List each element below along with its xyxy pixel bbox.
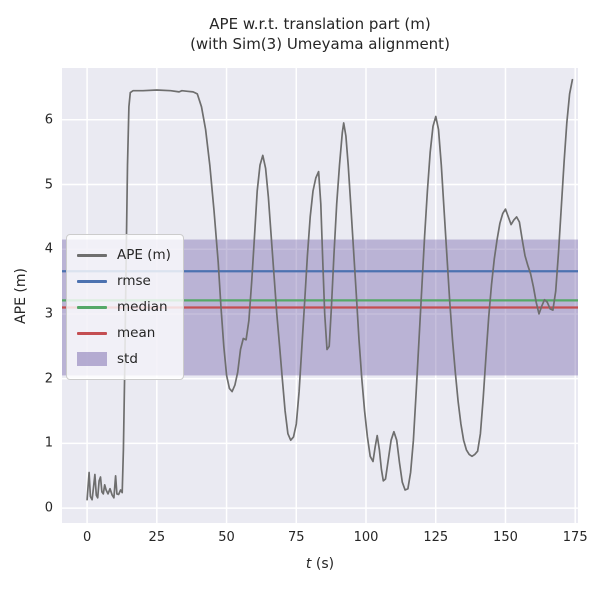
x-tick-label: 0 (82, 530, 92, 545)
legend-label: APE (m) (117, 247, 171, 263)
x-axis-label-variable: t (305, 556, 312, 572)
legend-item-rmse: rmse (77, 268, 171, 294)
x-tick-label: 75 (288, 530, 305, 545)
plot-title: APE w.r.t. translation part (m) (with Si… (62, 14, 578, 54)
legend-patch-swatch (77, 352, 107, 366)
x-axis-label: t (s) (306, 556, 334, 572)
legend-item-median: median (77, 294, 171, 320)
y-tick-label: 3 (44, 306, 53, 322)
plot-title-line1: APE w.r.t. translation part (m) (209, 15, 431, 33)
legend-item-ape-m: APE (m) (77, 242, 171, 268)
legend-label: median (117, 299, 168, 315)
ape-series-line (86, 78, 574, 501)
x-tick-label: 25 (148, 530, 166, 545)
x-tick-label: 150 (493, 530, 518, 545)
legend: APE (m) rmse median mean std (66, 234, 184, 380)
legend-label: std (117, 351, 138, 367)
legend-item-std: std (77, 346, 171, 372)
plot-title-line2: (with Sim(3) Umeyama alignment) (190, 35, 450, 53)
y-tick-label: 4 (44, 241, 53, 257)
y-tick-label: 0 (44, 500, 53, 516)
legend-label: mean (117, 325, 156, 341)
legend-label: rmse (117, 273, 151, 289)
legend-item-mean: mean (77, 320, 171, 346)
legend-line-swatch (77, 305, 107, 309)
y-tick-label: 5 (44, 177, 53, 192)
y-tick-label: 2 (44, 371, 53, 387)
x-tick-label: 50 (218, 530, 235, 545)
legend-line-swatch (77, 253, 107, 257)
y-tick-label: 6 (44, 112, 53, 128)
x-tick-label: 175 (562, 530, 588, 545)
x-tick-label: 125 (423, 530, 449, 545)
x-axis-label-unit: (s) (311, 556, 335, 572)
x-tick-label: 100 (353, 530, 379, 545)
y-tick-label: 1 (44, 435, 53, 451)
legend-line-swatch (77, 279, 107, 283)
legend-line-swatch (77, 331, 107, 335)
